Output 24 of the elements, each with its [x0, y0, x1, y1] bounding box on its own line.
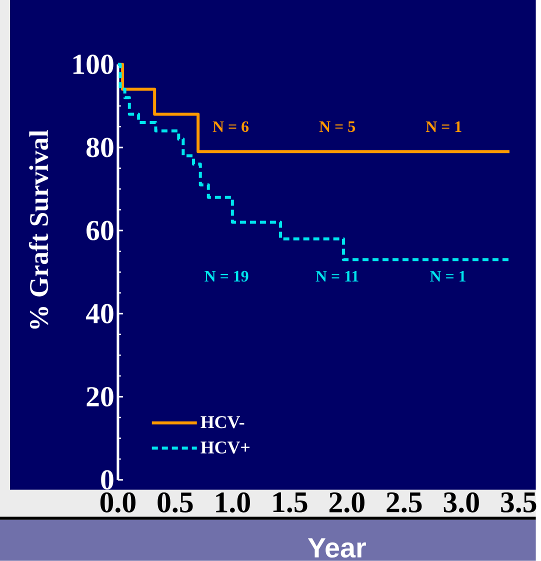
y-tick-label: 0 — [101, 470, 114, 490]
annotation: N = 6 — [212, 121, 249, 132]
y-tick-label: 80 — [86, 138, 114, 158]
x-tick-label: 0.5 — [158, 492, 193, 513]
x-axis-title: Year — [308, 538, 366, 558]
x-tick-label: 2.5 — [386, 492, 422, 513]
y-tick-label: 60 — [86, 220, 114, 240]
annotation: N = 19 — [204, 270, 248, 282]
x-tick-label: 3.5 — [501, 492, 536, 513]
annotation: N = 1 — [430, 270, 466, 282]
legend-label: HCV+ — [200, 441, 250, 454]
annotation: N = 1 — [426, 121, 462, 132]
x-tick-label: 2.0 — [330, 492, 365, 513]
y-tick-label: 20 — [86, 386, 114, 406]
y-tick-label: 40 — [86, 304, 114, 324]
x-tick-label: 0.0 — [100, 492, 136, 513]
annotation: N = 5 — [320, 121, 356, 132]
x-tick-label: 1.5 — [274, 492, 308, 512]
y-tick-label: 100 — [74, 54, 114, 74]
annotation: N = 11 — [316, 270, 358, 282]
x-tick-label: 1.0 — [216, 492, 250, 513]
legend-label: HCV- — [200, 416, 244, 428]
y-axis-title: % Graft Survival — [29, 130, 48, 329]
x-tick-label: 3.0 — [444, 492, 480, 513]
